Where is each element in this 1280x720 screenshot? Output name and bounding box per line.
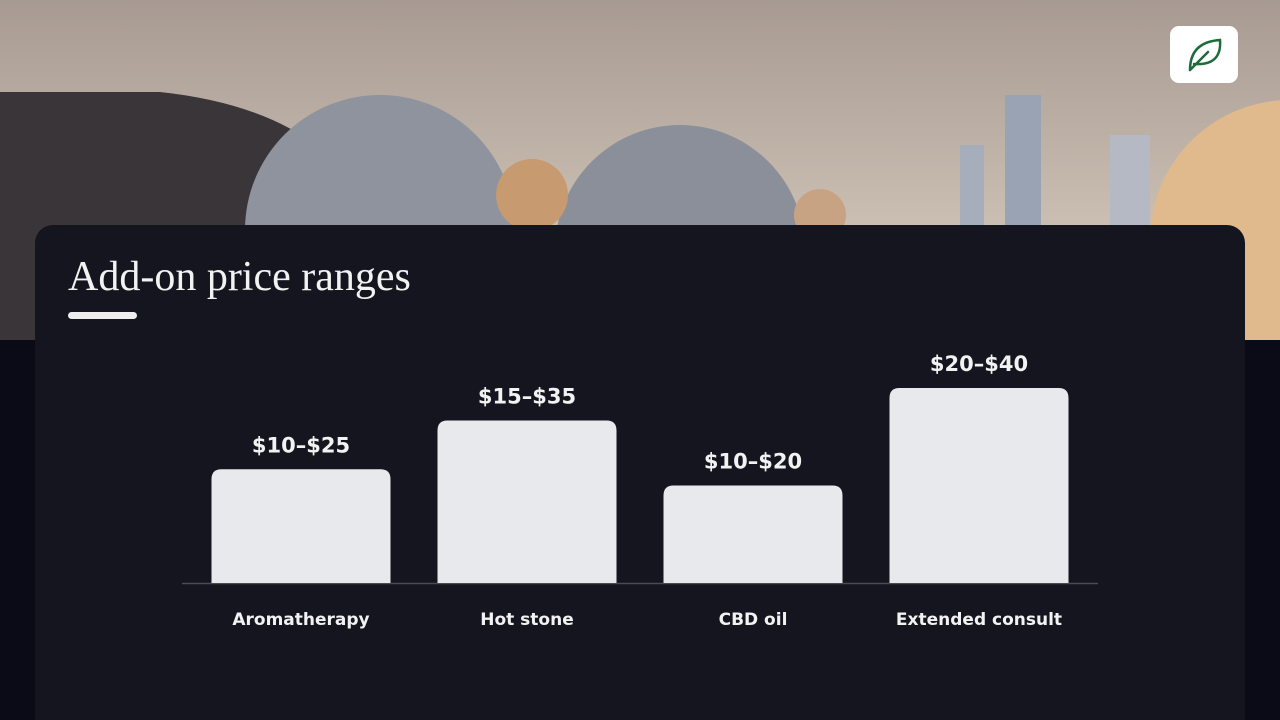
x-tick-label: Aromatherapy [232, 610, 369, 630]
value-label: $15–$35 [478, 385, 576, 409]
chart-title: Add-on price ranges [68, 254, 411, 300]
title-underline [68, 312, 137, 319]
bar [211, 469, 391, 583]
x-tick-label: Hot stone [480, 610, 574, 630]
value-label: $10–$25 [252, 433, 350, 457]
value-label: $20–$40 [930, 352, 1028, 376]
bar [663, 485, 843, 583]
card [35, 225, 1245, 720]
x-tick-label: CBD oil [719, 610, 788, 630]
leaf-button[interactable] [1170, 26, 1238, 83]
bar [889, 388, 1069, 583]
x-tick-label: Extended consult [896, 610, 1062, 630]
bar [437, 420, 617, 583]
value-label: $10–$20 [704, 450, 802, 474]
